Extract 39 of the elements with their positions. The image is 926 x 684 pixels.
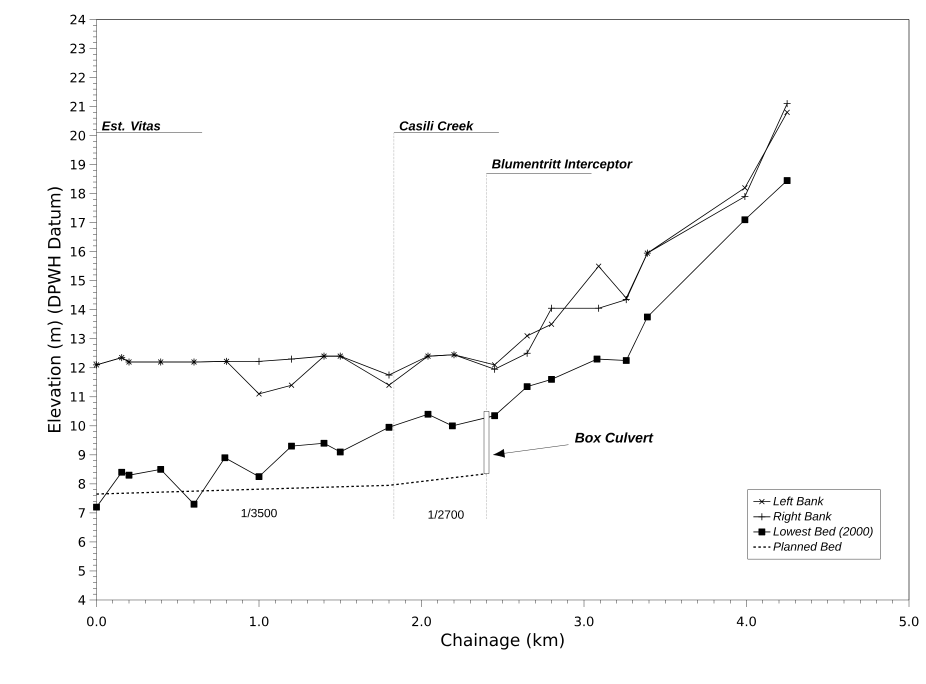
y-tick-label: 17 xyxy=(70,218,85,228)
legend-label: Planned Bed xyxy=(773,542,842,551)
legend-label: Right Bank xyxy=(773,512,832,523)
x-tick-label: 1.0 xyxy=(250,616,268,626)
x-tick-label: 4.0 xyxy=(736,616,756,626)
legend-label: Lowest Bed (2000) xyxy=(773,526,873,538)
annotation: Est. Vitas xyxy=(102,120,160,130)
annotation: Box Culvert xyxy=(574,432,654,443)
x-tick-label: 5.0 xyxy=(900,616,918,626)
y-tick-label: 4 xyxy=(78,595,86,605)
y-tick-label: 12 xyxy=(70,362,85,373)
y-tick-label: 8 xyxy=(78,478,86,489)
y-tick-label: 24 xyxy=(70,14,86,24)
annotation: 1/3500 xyxy=(242,508,277,518)
ref-line-label: Casili Creek xyxy=(400,120,474,130)
y-tick-label: 20 xyxy=(70,130,86,140)
y-tick-label: 13 xyxy=(70,334,85,344)
x-axis-title: Chainage (km) xyxy=(441,633,564,650)
y-tick-label: 23 xyxy=(70,44,85,54)
y-tick-label: 9 xyxy=(78,450,86,460)
y-tick-label: 6 xyxy=(78,537,86,547)
x-tick-label: 3.0 xyxy=(574,616,594,626)
y-tick-label: 7 xyxy=(78,508,85,518)
legend-label: Left Bank xyxy=(773,496,824,506)
y-tick-label: 16 xyxy=(70,246,86,257)
x-tick-label: 0.0 xyxy=(87,616,106,626)
x-tick-label: 2.0 xyxy=(412,616,431,626)
y-tick-label: 15 xyxy=(70,276,85,286)
y-axis-title: Elevation (m) (DPWH Datum) xyxy=(48,187,63,432)
y-tick-label: 14 xyxy=(70,305,86,314)
y-tick-label: 19 xyxy=(70,160,86,170)
annotation: 1/2700 xyxy=(428,510,464,519)
y-tick-label: 11 xyxy=(70,392,85,402)
y-tick-label: 10 xyxy=(70,420,86,431)
y-tick-label: 21 xyxy=(70,102,85,112)
y-tick-label: 22 xyxy=(70,72,85,82)
y-tick-label: 5 xyxy=(78,566,85,576)
y-tick-label: 18 xyxy=(70,188,86,199)
ref-line-label: Blumentritt Interceptor xyxy=(492,159,633,172)
